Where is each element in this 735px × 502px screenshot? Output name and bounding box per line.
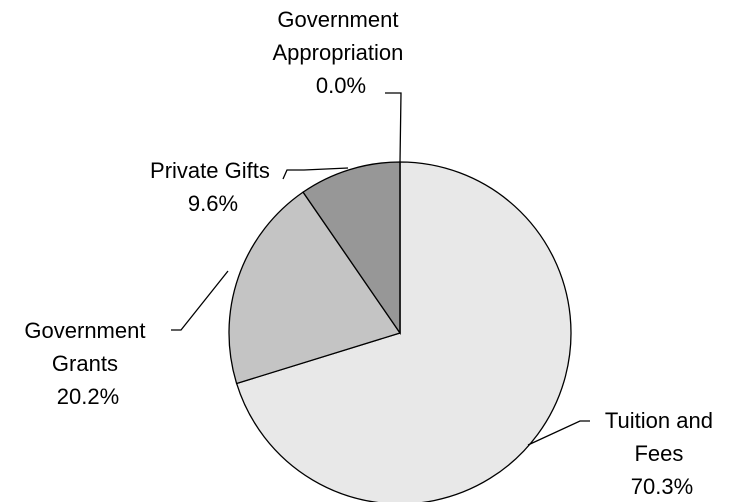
label-grants-value: 20.2% (57, 384, 119, 409)
label-gifts-line-1: Private Gifts (150, 158, 270, 183)
slice-labels: Government Appropriation 0.0% Private Gi… (24, 7, 719, 499)
label-grants-line-2: Grants (52, 351, 118, 376)
label-appropriation-value: 0.0% (316, 73, 366, 98)
label-tuition-value: 70.3% (631, 474, 693, 499)
leader-line-gifts (282, 167, 349, 180)
pie-slice-tuition (235, 161, 572, 502)
label-tuition: Tuition and Fees 70.3% (605, 408, 719, 499)
pie-slices (228, 161, 572, 502)
leader-line-tuition (527, 420, 590, 446)
leader-line-appropriation (385, 92, 402, 163)
label-gifts: Private Gifts 9.6% (150, 158, 276, 216)
label-appropriation: Government Appropriation 0.0% (273, 7, 410, 98)
leader-lines (171, 92, 590, 446)
label-tuition-line-2: Fees (634, 441, 683, 466)
leader-line-grants (171, 270, 229, 331)
pie-slice-gifts (302, 161, 401, 336)
pie-slice-grants (228, 191, 402, 385)
label-appropriation-line-2: Appropriation (273, 40, 404, 65)
label-grants: Government Grants 20.2% (24, 318, 151, 409)
label-appropriation-line-1: Government (277, 7, 398, 32)
label-gifts-value: 9.6% (188, 191, 238, 216)
label-tuition-line-1: Tuition and (605, 408, 713, 433)
label-grants-line-1: Government (24, 318, 145, 343)
